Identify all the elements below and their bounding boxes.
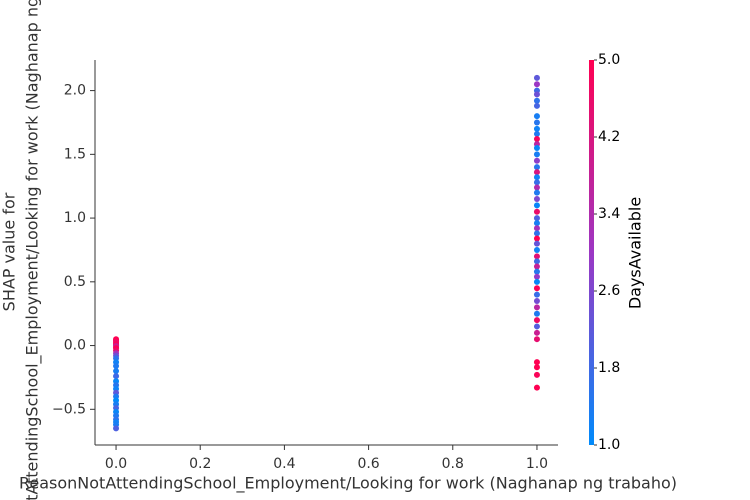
point <box>113 425 120 432</box>
point <box>533 263 540 270</box>
point <box>533 371 540 378</box>
y-tick-label: 0.0 <box>64 338 86 354</box>
colorbar-label: DaysAvailable <box>626 197 645 309</box>
colorbar-tick-label: 3.4 <box>598 206 620 222</box>
point <box>113 368 120 375</box>
point <box>533 184 540 191</box>
point <box>533 364 540 371</box>
colorbar-tick-label: 5.0 <box>598 52 620 68</box>
point <box>533 384 540 391</box>
point <box>533 157 540 164</box>
point <box>533 215 540 222</box>
y-tick-label: 1.0 <box>64 210 86 226</box>
colorbar-tick-label: 2.6 <box>598 283 620 299</box>
point <box>533 310 540 317</box>
point <box>113 362 120 369</box>
y-axis-label: ReasonNotAttendingSchool_Employment/Look… <box>23 0 43 500</box>
point <box>533 97 540 104</box>
point <box>533 169 540 176</box>
x-tick-label: 0.2 <box>189 456 211 472</box>
x-axis-label: ReasonNotAttendingSchool_Employment/Look… <box>19 474 677 494</box>
point <box>533 230 540 237</box>
colorbar <box>589 60 594 445</box>
point <box>533 278 540 285</box>
point <box>533 102 540 109</box>
x-tick-label: 0.6 <box>357 456 379 472</box>
point <box>533 235 540 242</box>
point <box>533 174 540 181</box>
point <box>533 359 540 366</box>
point <box>533 297 540 304</box>
point <box>533 246 540 253</box>
point <box>533 164 540 171</box>
point <box>533 179 540 186</box>
point <box>533 113 540 120</box>
point <box>533 220 540 227</box>
point <box>533 125 540 132</box>
point <box>533 273 540 280</box>
y-axis-label: SHAP value for <box>0 192 19 311</box>
point <box>533 323 540 330</box>
colorbar-tick-label: 1.0 <box>598 437 620 453</box>
point <box>533 268 540 275</box>
point <box>533 151 540 158</box>
colorbar-tick-label: 1.8 <box>598 360 620 376</box>
point <box>533 336 540 343</box>
point <box>533 329 540 336</box>
colorbar-tick-label: 4.2 <box>598 129 620 145</box>
point <box>533 258 540 265</box>
y-tick-label: −0.5 <box>52 401 86 417</box>
point <box>533 240 540 247</box>
point <box>533 144 540 151</box>
point <box>533 291 540 298</box>
point <box>533 74 540 81</box>
point <box>533 317 540 324</box>
point <box>533 91 540 98</box>
point <box>533 208 540 215</box>
x-tick-label: 1.0 <box>526 456 548 472</box>
y-tick-label: 0.5 <box>64 274 86 290</box>
point <box>533 130 540 137</box>
point <box>533 119 540 126</box>
point <box>533 304 540 311</box>
point <box>533 253 540 260</box>
point <box>533 195 540 202</box>
point <box>533 225 540 232</box>
point <box>113 373 120 380</box>
point <box>533 136 540 143</box>
y-tick-label: 2.0 <box>64 83 86 99</box>
x-tick-label: 0.4 <box>273 456 295 472</box>
point <box>533 81 540 88</box>
point <box>533 285 540 292</box>
x-tick-label: 0.0 <box>105 456 127 472</box>
point <box>533 202 540 209</box>
y-tick-label: 1.5 <box>64 146 86 162</box>
x-tick-label: 0.8 <box>442 456 464 472</box>
point <box>533 189 540 196</box>
